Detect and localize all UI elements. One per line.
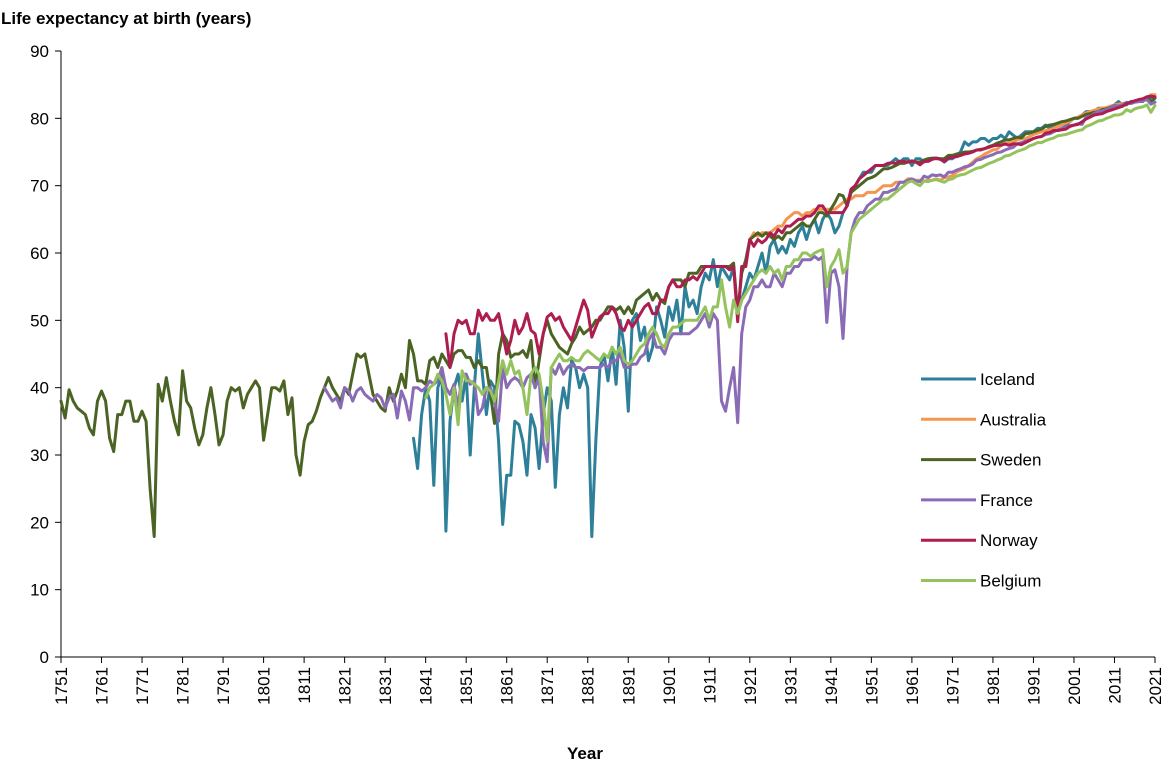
x-tick-label: 1981 (984, 667, 1003, 705)
x-tick-label: 2001 (1065, 667, 1084, 705)
legend-label: Belgium (980, 572, 1041, 591)
legend-label: Norway (980, 531, 1038, 550)
legend-label: Australia (980, 410, 1047, 429)
x-tick-label: 1751 (52, 667, 71, 705)
y-axis: 0 10 20 30 40 50 60 70 80 90 (30, 42, 62, 667)
y-tick-label: 80 (30, 109, 49, 128)
x-tick-label: 1901 (660, 667, 679, 705)
x-tick-label: 1921 (741, 667, 760, 705)
y-tick-label: 90 (30, 42, 49, 61)
y-tick-label: 30 (30, 446, 49, 465)
x-tick-label: 1991 (1024, 667, 1043, 705)
legend-label: Iceland (980, 370, 1035, 389)
x-axis-title: Year (567, 744, 603, 763)
x-tick-label: 1951 (862, 667, 881, 705)
y-tick-label: 50 (30, 311, 49, 330)
x-tick-label: 2011 (1105, 667, 1124, 704)
x-tick-label: 1811 (295, 667, 314, 704)
series-line-belgium (424, 103, 1157, 443)
x-tick-label: 1851 (457, 667, 476, 705)
x-tick-label: 1831 (376, 667, 395, 705)
x-tick-label: 1911 (700, 667, 719, 704)
x-tick-label: 1971 (943, 667, 962, 705)
x-tick-label: 1801 (255, 667, 274, 705)
x-tick-label: 1791 (214, 667, 233, 705)
y-tick-label: 0 (40, 648, 49, 667)
legend-label: Sweden (980, 451, 1041, 470)
x-tick-label: 1871 (538, 667, 557, 705)
y-tick-label: 70 (30, 177, 49, 196)
series-line-norway (444, 94, 1157, 369)
y-tick-label: 10 (30, 581, 49, 600)
x-tick-label: 1881 (579, 667, 598, 705)
series-layer (59, 93, 1157, 538)
legend-label: France (980, 491, 1033, 510)
x-tick-label: 1821 (336, 667, 355, 705)
x-axis: 1751 1761 1771 1781 1791 1801 1811 1821 1831 1841… (52, 656, 1165, 705)
legend: Iceland Australia Sweden France Norway Belgiu… (921, 370, 1047, 591)
x-tick-label: 1931 (781, 667, 800, 705)
x-tick-label: 1761 (93, 667, 112, 705)
x-tick-label: 1961 (903, 667, 922, 705)
x-tick-label: 1861 (498, 667, 517, 705)
x-tick-label: 1841 (417, 667, 436, 705)
y-tick-label: 20 (30, 513, 49, 532)
x-tick-label: 2021 (1146, 667, 1165, 705)
x-tick-label: 1781 (174, 667, 193, 705)
y-tick-label: 40 (30, 379, 49, 398)
y-tick-label: 60 (30, 244, 49, 263)
x-tick-label: 1771 (133, 667, 152, 705)
chart-title: Life expectancy at birth (years) (1, 9, 251, 28)
x-tick-label: 1941 (822, 667, 841, 705)
x-tick-label: 1891 (619, 667, 638, 705)
